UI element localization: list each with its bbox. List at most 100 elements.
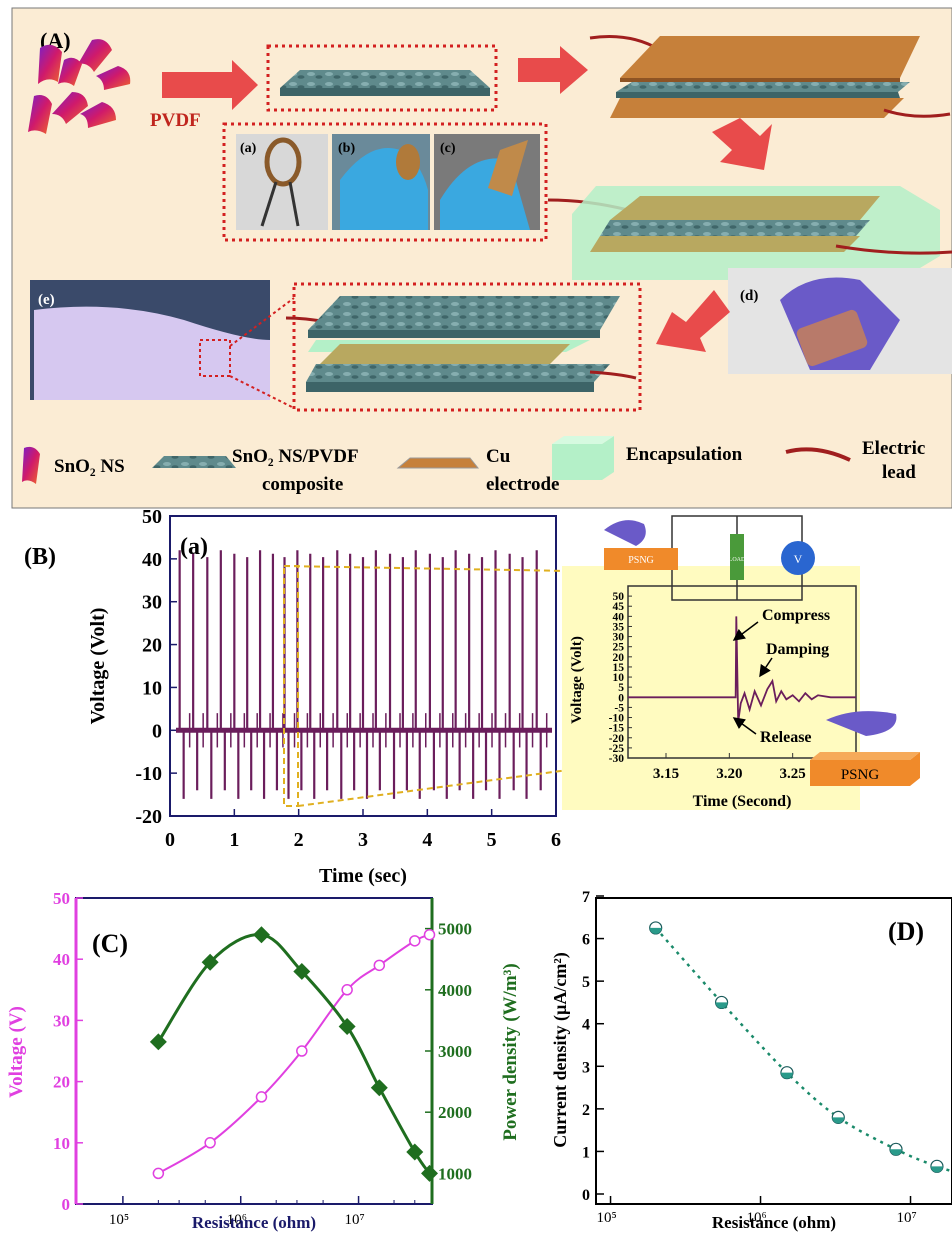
c-xtick-label: 10⁵ [109,1212,129,1228]
inset-ytick-label: -15 [609,723,625,735]
zoom-highlight [283,565,299,807]
legend-sno2-text: SnO₂ NS [54,456,125,477]
psng-device-small [604,548,678,570]
voltage-curve [157,933,430,1175]
d-ytick-label: 2 [582,1102,590,1119]
current-density-fit [654,927,952,1173]
sno2-nanosheet-cluster [28,39,131,134]
inset-ylabel: Voltage (Volt) [569,636,585,724]
power-density-curve [157,933,431,1175]
current-density-point [889,1142,903,1156]
inset-ytick-label: 5 [618,682,624,694]
b-ytick-label: -10 [135,763,162,785]
inset-xtick-label: 3.20 [716,766,742,782]
c-xtick-label: 10⁷ [345,1212,365,1228]
d-ytick-label: 7 [582,889,590,906]
b-ytick-label: 10 [142,677,162,699]
c-ytick-right-label: 4000 [438,981,472,1000]
b-xtick-label: 2 [294,829,304,851]
b-xtick-label: 4 [422,829,432,851]
load-label: LOAD [729,557,746,563]
chart-c-axes: 0 10 20 30 40 50 1000 2000 3000 4000 5000 10⁵ 10⁶ 10⁷ [53,889,472,1228]
c-ytick-right-label: 1000 [438,1164,472,1183]
d-ytick-label: 0 [582,1187,590,1204]
current-density-point [714,995,729,1010]
b-ytick-label: 0 [152,720,162,742]
d-ytick-label: 6 [582,932,590,949]
voltage-point [341,984,353,996]
photo-d-label: (d) [740,288,758,304]
device-zoom-box [292,282,642,412]
hand-icon-large [826,711,897,736]
voltage-point [409,935,421,947]
inset-frame [627,585,857,759]
chart-d-frame [595,897,952,1205]
current-density-point [780,1066,794,1080]
b-ytick-label: 40 [142,549,162,571]
legend-lead-icon [785,447,851,462]
power-density-point [406,1143,424,1161]
hand-icon [604,520,646,546]
c-ytick-left-label: 0 [62,1195,71,1214]
d-ytick-label: 3 [582,1059,590,1076]
annotation-compress: Compress [762,607,830,624]
c-ytick-right-label: 2000 [438,1103,472,1122]
d-ytick-label: 4 [582,1017,590,1034]
inset-ytick-label: 25 [613,642,625,654]
chart-d-xlabel: Resistance (ohm) [712,1213,836,1232]
current-density-point [831,1110,845,1124]
voltage-point [255,1091,268,1103]
panel-b-label: (B) [24,544,56,570]
chart-c-ylabel-right: Power density (W/m³) [500,963,521,1140]
c-ytick-right-label: 3000 [438,1042,472,1061]
legend-composite-text-1: SnO₂ NS/PVDF [232,446,359,467]
voltmeter-label: V [794,552,803,566]
d-ytick-label: 1 [582,1144,590,1161]
cu-electrode-stack [589,35,951,118]
chart-b-xaxis: 0 1 2 3 4 5 6 [165,809,561,851]
voltage-points [152,928,436,1180]
legend-lead-text-2: lead [882,462,916,483]
b-ytick-label: -20 [135,806,162,828]
current-density-point [930,1159,944,1173]
inset-ytick-label: -25 [609,743,625,755]
legend-composite-text-2: composite [262,474,343,495]
c-ytick-left-label: 10 [53,1134,70,1153]
inset-ytick-label: 30 [613,632,625,644]
photo-a-label: (a) [240,141,257,156]
device-stack [285,296,637,392]
voltage-point [296,1045,308,1057]
panel-a: (A) PVDF [11,7,952,509]
b-xtick-label: 1 [229,829,239,851]
d-xtick-label: 10⁷ [897,1210,917,1226]
arrow-right-2 [518,46,588,94]
inset-ytick-label: -30 [609,753,625,765]
c-xtick-label: 10⁶ [227,1212,247,1228]
inset-ytick-label: -20 [609,733,625,745]
inset-ytick-label: -5 [614,702,624,714]
inset-xaxis: 3.15 3.20 3.25 [653,753,806,782]
chart-b-series [176,550,552,799]
panel-c-label: (C) [92,929,128,958]
inset-xtick-label: 3.25 [780,766,806,782]
b-xtick-label: 5 [487,829,497,851]
photo-zoom-box [222,122,548,242]
b-ytick-label: 50 [142,506,162,528]
chart-b-xlabel: Time (sec) [319,865,407,887]
c-ytick-left-label: 20 [53,1073,70,1092]
psng-large-label: PSNG [841,767,880,783]
photo-e-label: (e) [38,292,55,308]
current-density-points [649,921,944,1173]
chart-b-ylabel: Voltage (Volt) [87,608,109,725]
c-ytick-left-label: 40 [53,950,70,969]
power-density-point [370,1079,388,1097]
arrow-down-1 [712,118,772,170]
legend-composite-icon [152,456,236,468]
photo-c-label: (c) [440,141,456,156]
panel-c: (C) 0 10 20 30 40 50 1000 2000 3000 4000 5000 10⁵ 10… [6,889,521,1232]
inset-xtick-label: 3.15 [653,766,679,782]
inset-ytick-label: -10 [609,713,625,725]
damping-arrow [759,657,773,678]
